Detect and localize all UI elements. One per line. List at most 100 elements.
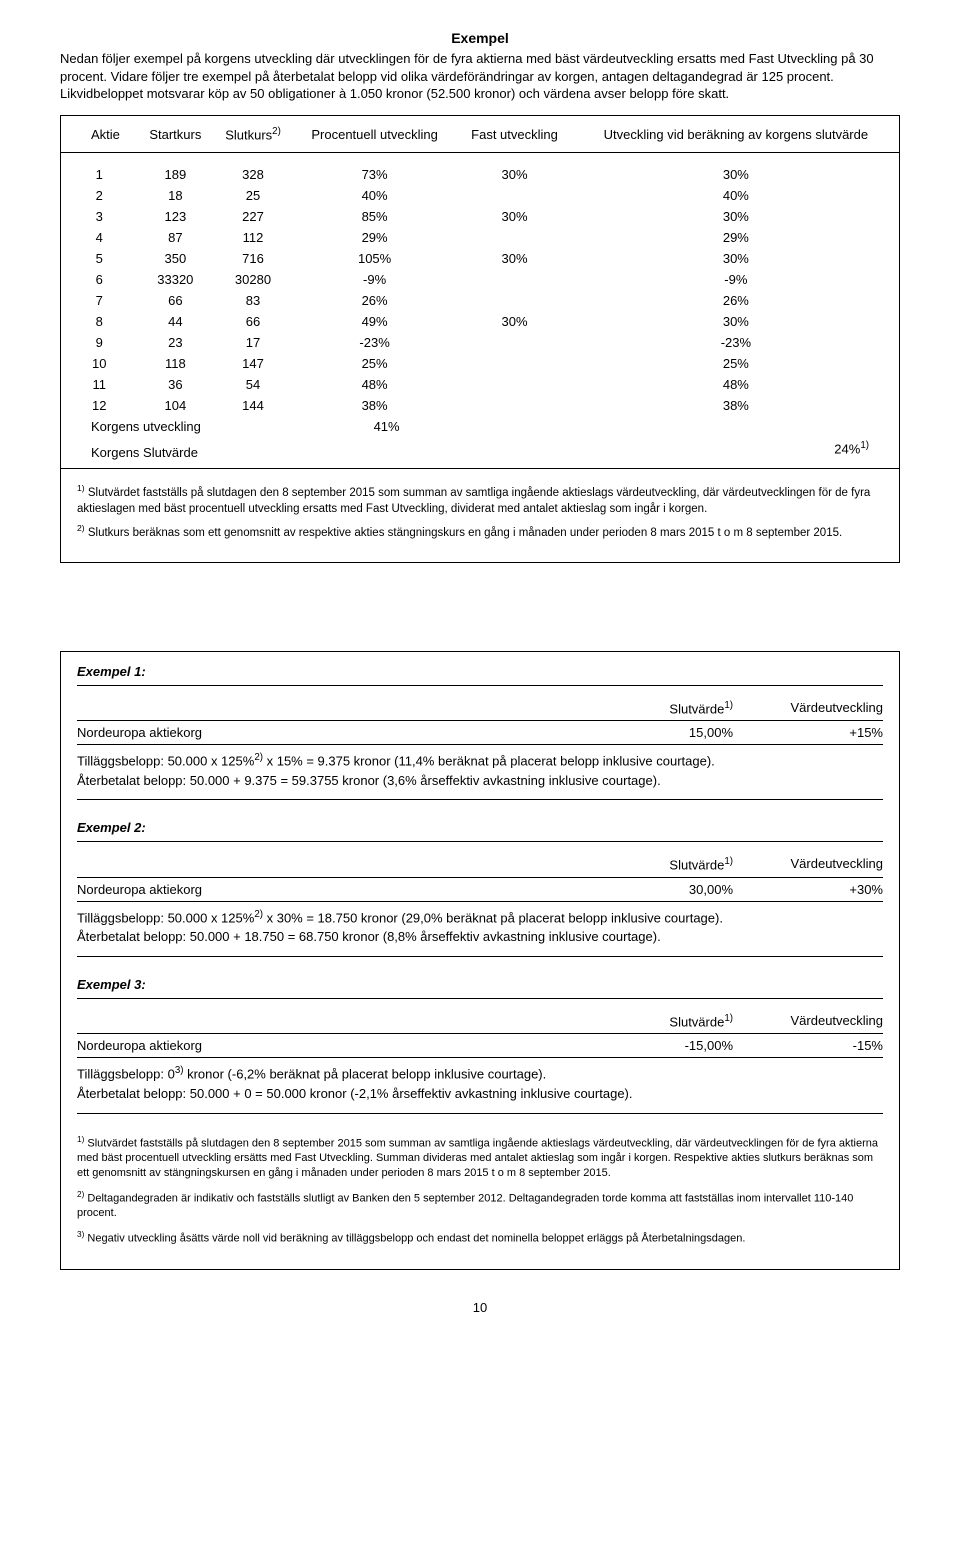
example-2-line2: Återbetalat belopp: 50.000 + 18.750 = 68… — [77, 928, 883, 946]
table-cell: 29% — [293, 227, 456, 248]
table-row: 118932873%30%30% — [61, 152, 899, 185]
ex-fn2-sup: 2) — [77, 1190, 84, 1199]
table-cell: 12 — [61, 395, 138, 416]
table-cell — [456, 185, 572, 206]
table-footnotes: 1) Slutvärdet fastställs på slutdagen de… — [61, 468, 899, 561]
table-cell — [456, 227, 572, 248]
table-cell: 30% — [573, 152, 899, 185]
table-cell: 30% — [573, 311, 899, 332]
table-header-row: Aktie Startkurs Slutkurs2) Procentuell u… — [61, 116, 899, 153]
table-cell: 44 — [138, 311, 214, 332]
footnote-1-text: Slutvärdet fastställs på slutdagen den 8… — [77, 487, 870, 515]
table-cell: 48% — [293, 374, 456, 395]
example-3-varde: -15% — [733, 1038, 883, 1053]
example-2-headrow: Slutvärde1) Värdeutveckling — [77, 852, 883, 877]
ex-fn1-text: Slutvärdet fastställs på slutdagen den 8… — [77, 1137, 878, 1179]
table-cell: 66 — [138, 290, 214, 311]
footnote-1-sup: 1) — [77, 483, 85, 493]
example-1-line2: Återbetalat belopp: 50.000 + 9.375 = 59.… — [77, 772, 883, 790]
summary-row-1: Korgens utveckling41% — [61, 416, 899, 437]
intro-paragraph: Nedan följer exempel på korgens utveckli… — [60, 50, 900, 103]
th-aktie: Aktie — [61, 116, 138, 153]
table-cell: 189 — [138, 152, 214, 185]
th-slutkurs-sup: 2) — [272, 126, 281, 137]
example-2-datarow: Nordeuropa aktiekorg 30,00% +30% — [77, 878, 883, 902]
th-procentuell: Procentuell utveckling — [293, 116, 456, 153]
table-cell: 40% — [293, 185, 456, 206]
examples-box: Exempel 1: Slutvärde1) Värdeutveckling N… — [60, 651, 900, 1270]
ex2-line1-sup: 2) — [254, 909, 263, 920]
example-1-varde: +15% — [733, 725, 883, 740]
table-cell: 11 — [61, 374, 138, 395]
main-table-box: Aktie Startkurs Slutkurs2) Procentuell u… — [60, 115, 900, 563]
page-title: Exempel — [60, 30, 900, 46]
table-cell: 30% — [573, 206, 899, 227]
table-cell: 2 — [61, 185, 138, 206]
col-vardeutveckling: Värdeutveckling — [733, 856, 883, 872]
page: Exempel Nedan följer exempel på korgens … — [0, 0, 960, 1345]
table-cell: 147 — [213, 353, 293, 374]
table-cell: 26% — [293, 290, 456, 311]
table-cell: -23% — [573, 332, 899, 353]
table-cell: 25% — [293, 353, 456, 374]
example-2-slutvarde: 30,00% — [583, 882, 733, 897]
table-cell: 4 — [61, 227, 138, 248]
example-3-slutvarde: -15,00% — [583, 1038, 733, 1053]
table-cell: 25 — [213, 185, 293, 206]
table-cell: 38% — [573, 395, 899, 416]
ex1-line1-sup: 2) — [254, 752, 263, 763]
table-cell: 66 — [213, 311, 293, 332]
example-3-line2: Återbetalat belopp: 50.000 + 0 = 50.000 … — [77, 1085, 883, 1103]
example-1-heading: Exempel 1: — [77, 664, 883, 686]
examples-footnotes: 1) Slutvärdet fastställs på slutdagen de… — [77, 1134, 883, 1247]
ex-footnote-3: 3) Negativ utveckling åsätts värde noll … — [77, 1229, 883, 1247]
table-row: 48711229%29% — [61, 227, 899, 248]
table-cell: 33320 — [138, 269, 214, 290]
table-row: 63332030280-9%-9% — [61, 269, 899, 290]
table-row: 5350716105%30%30% — [61, 248, 899, 269]
table-cell: 328 — [213, 152, 293, 185]
ex-footnote-2: 2) Deltagandegraden är indikativ och fas… — [77, 1189, 883, 1221]
table-cell: -23% — [293, 332, 456, 353]
hdr-slutvarde-text: Slutvärde — [669, 1014, 724, 1029]
hdr-slutvarde-text: Slutvärde — [669, 858, 724, 873]
col-slutvarde: Slutvärde1) — [583, 1013, 733, 1029]
table-row: 2182540%40% — [61, 185, 899, 206]
table-cell: -9% — [573, 269, 899, 290]
footnote-2-text: Slutkurs beräknas som ett genomsnitt av … — [88, 527, 842, 539]
table-cell: 40% — [573, 185, 899, 206]
table-cell: 73% — [293, 152, 456, 185]
example-3-label: Nordeuropa aktiekorg — [77, 1038, 583, 1053]
table-cell: 17 — [213, 332, 293, 353]
table-cell — [456, 395, 572, 416]
table-cell: 30% — [456, 248, 572, 269]
table-cell: 6 — [61, 269, 138, 290]
table-cell: 350 — [138, 248, 214, 269]
summary-row-2: Korgens Slutvärde24%1) — [61, 437, 899, 468]
table-row: 7668326%26% — [61, 290, 899, 311]
table-cell: 105% — [293, 248, 456, 269]
th-startkurs: Startkurs — [138, 116, 214, 153]
table-cell: 8 — [61, 311, 138, 332]
table-cell: 30280 — [213, 269, 293, 290]
table-cell — [456, 374, 572, 395]
col-slutvarde: Slutvärde1) — [583, 700, 733, 716]
table-cell: 38% — [293, 395, 456, 416]
example-2-varde: +30% — [733, 882, 883, 897]
table-cell: 25% — [573, 353, 899, 374]
example-2-body: Tilläggsbelopp: 50.000 x 125%2) x 30% = … — [77, 902, 883, 957]
table-cell: 23 — [138, 332, 214, 353]
development-table: Aktie Startkurs Slutkurs2) Procentuell u… — [61, 116, 899, 469]
footnote-1: 1) Slutvärdet fastställs på slutdagen de… — [77, 483, 883, 517]
example-3-body: Tilläggsbelopp: 03) kronor (-6,2% beräkn… — [77, 1058, 883, 1113]
table-cell: 227 — [213, 206, 293, 227]
th-slutkurs: Slutkurs2) — [213, 116, 293, 153]
table-cell: -9% — [293, 269, 456, 290]
table-cell: 3 — [61, 206, 138, 227]
table-row: 8446649%30%30% — [61, 311, 899, 332]
ex-fn1-sup: 1) — [77, 1135, 84, 1144]
example-1-headrow: Slutvärde1) Värdeutveckling — [77, 696, 883, 721]
table-cell — [456, 332, 572, 353]
table-cell: 10 — [61, 353, 138, 374]
page-number: 10 — [60, 1300, 900, 1315]
